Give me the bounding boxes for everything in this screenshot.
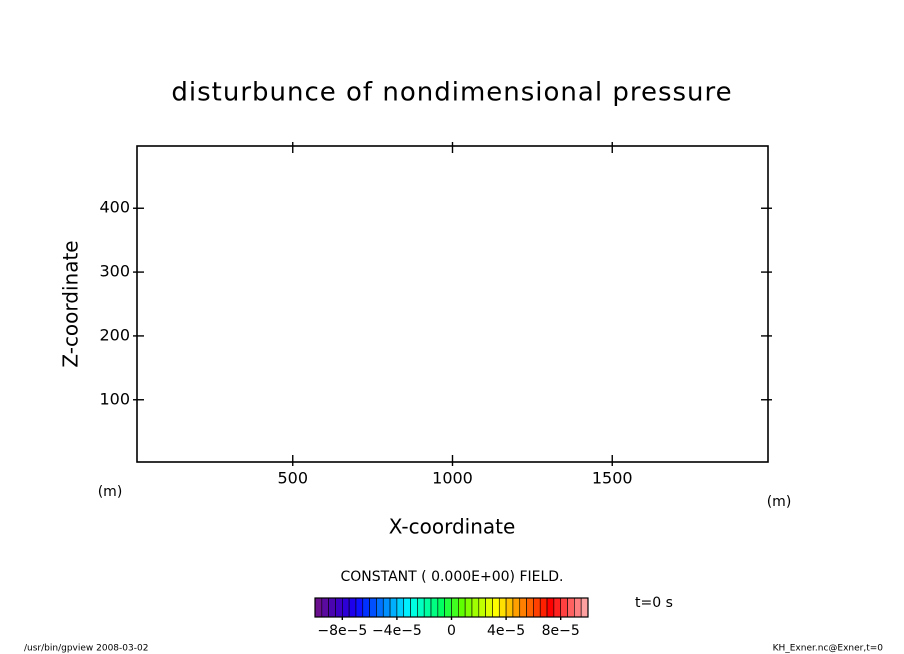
colorbar-tick-label: −8e−5 — [317, 623, 367, 639]
colorbar-segment — [478, 597, 486, 618]
colorbar-segment — [417, 597, 425, 618]
y-units: (m) — [98, 484, 123, 500]
y-axis-label: Z-coordinate — [59, 240, 83, 367]
y-tick-label: 100 — [99, 389, 130, 408]
colorbar-segment — [567, 597, 575, 618]
colorbar-segment — [437, 597, 445, 618]
colorbar-segment — [498, 597, 507, 618]
x-units: (m) — [767, 494, 792, 510]
footer-right: KH_Exner.nc@Exner,t=0 — [773, 644, 884, 654]
colorbar-segment — [341, 597, 350, 618]
colorbar-segment — [369, 597, 377, 618]
colorbar-segment — [376, 597, 384, 618]
colorbar-segment — [348, 597, 357, 618]
colorbar-segment — [423, 597, 432, 618]
colorbar-segment — [533, 597, 541, 618]
colorbar-tick-label: −4e−5 — [372, 623, 422, 639]
colorbar-segment — [382, 597, 391, 618]
colorbar-segment — [362, 597, 370, 618]
footer-left: /usr/bin/gpview 2008-03-02 — [24, 644, 148, 654]
colorbar-tick-label: 8e−5 — [542, 623, 580, 639]
colorbar-segment — [546, 597, 555, 618]
chart-title: disturbunce of nondimensional pressure — [171, 78, 732, 108]
x-tick-label: 500 — [277, 469, 308, 488]
colorbar-segment — [519, 597, 527, 618]
y-tick-label: 300 — [99, 262, 130, 281]
colorbar-segment — [355, 597, 364, 618]
x-tick-label: 1500 — [592, 469, 633, 488]
colorbar-segment — [574, 597, 582, 618]
colorbar-tick-label: 4e−5 — [487, 623, 525, 639]
colorbar-segment — [539, 597, 548, 618]
colorbar-segment — [464, 597, 473, 618]
colorbar-segment — [526, 597, 534, 618]
colorbar-segment — [451, 597, 459, 618]
colorbar-tick-label: 0 — [447, 623, 456, 639]
colorbar-segment — [389, 597, 398, 618]
colorbar-segment — [410, 597, 418, 618]
y-tick-label: 400 — [99, 198, 130, 217]
colorbar-segment — [328, 597, 336, 618]
colorbar-segment — [580, 597, 589, 618]
colorbar-segment — [553, 597, 561, 618]
plot-frame — [136, 145, 769, 463]
colorbar-segment — [505, 597, 514, 618]
colorbar-segment — [492, 597, 500, 618]
colorbar-segment — [471, 597, 480, 618]
field-note: CONSTANT ( 0.000E+00) FIELD. — [340, 569, 563, 585]
colorbar-segment — [403, 597, 411, 618]
colorbar-segment — [396, 597, 405, 618]
colorbar-segment — [485, 597, 493, 618]
x-tick-label: 1000 — [432, 469, 473, 488]
colorbar-segment — [430, 597, 439, 618]
y-tick-label: 200 — [99, 325, 130, 344]
colorbar-segment — [314, 597, 323, 618]
colorbar-segment — [321, 597, 329, 618]
colorbar-segment — [560, 597, 568, 618]
x-axis-label: X-coordinate — [389, 515, 516, 539]
colorbar-segment — [512, 597, 521, 618]
colorbar-segment — [444, 597, 452, 618]
colorbar-segment — [335, 597, 343, 618]
time-label: t=0 s — [635, 595, 673, 611]
colorbar-segment — [458, 597, 466, 618]
